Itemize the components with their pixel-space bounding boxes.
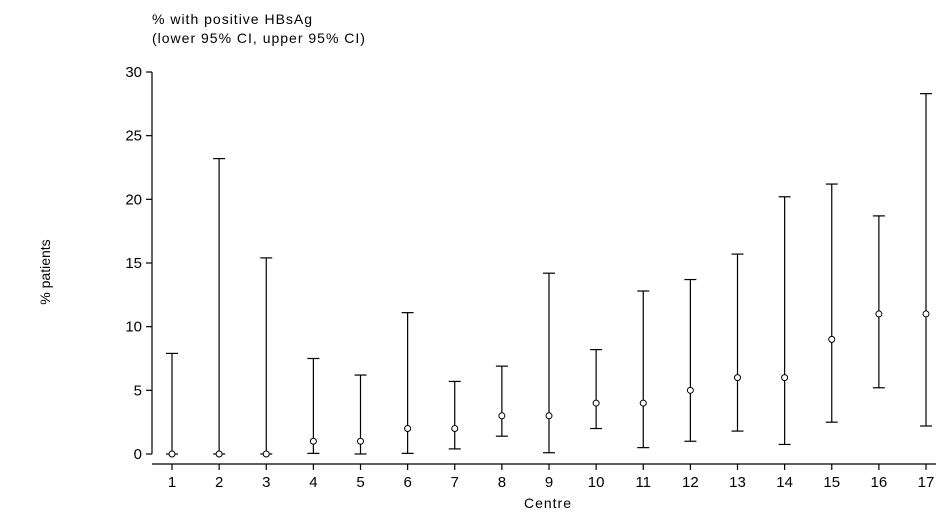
data-point	[215, 450, 223, 458]
y-tick-label: 30	[125, 64, 142, 81]
y-tick-label: 10	[125, 319, 142, 336]
y-tick-label: 0	[134, 446, 142, 463]
y-tick-label: 20	[125, 191, 142, 208]
y-tick-label: 15	[125, 255, 142, 272]
x-tick-label: 4	[309, 474, 317, 491]
data-point	[828, 335, 836, 343]
x-tick-label: 17	[918, 474, 935, 491]
x-tick-label: 14	[776, 474, 793, 491]
x-tick-label: 1	[168, 474, 176, 491]
x-tick-label: 9	[545, 474, 553, 491]
data-point	[875, 310, 883, 318]
data-point	[639, 399, 647, 407]
x-tick-label: 16	[871, 474, 888, 491]
x-tick-label: 11	[635, 474, 651, 491]
data-point	[451, 425, 459, 433]
data-point	[545, 412, 553, 420]
chart-title-line-2: (lower 95% CI, upper 95% CI)	[152, 30, 366, 46]
data-point	[168, 450, 176, 458]
data-point	[686, 386, 694, 394]
data-point	[592, 399, 600, 407]
x-axis-title: Centre	[524, 495, 572, 511]
x-tick-label: 2	[215, 474, 223, 491]
chart-title-line-1: % with positive HBsAg	[152, 11, 313, 27]
x-tick-label: 3	[262, 474, 270, 491]
data-point	[357, 437, 364, 445]
x-tick-label: 6	[403, 474, 411, 491]
data-point	[781, 374, 789, 382]
data-point	[309, 437, 317, 445]
x-tick-label: 10	[588, 474, 605, 491]
x-tick-label: 13	[729, 474, 746, 491]
data-point	[404, 425, 412, 433]
y-tick-label: 5	[134, 382, 142, 399]
x-tick-label: 15	[823, 474, 840, 491]
y-tick-label: 25	[125, 128, 142, 145]
y-axis-title: % patients	[37, 239, 53, 304]
marks-group	[166, 93, 932, 458]
data-point	[262, 450, 270, 458]
x-tick-label: 5	[356, 474, 364, 491]
x-tick-label: 8	[498, 474, 506, 491]
data-point	[498, 412, 506, 420]
x-tick-label: 7	[451, 474, 459, 491]
x-tick-label: 12	[682, 474, 699, 491]
data-point	[922, 310, 930, 318]
data-point	[734, 374, 741, 382]
